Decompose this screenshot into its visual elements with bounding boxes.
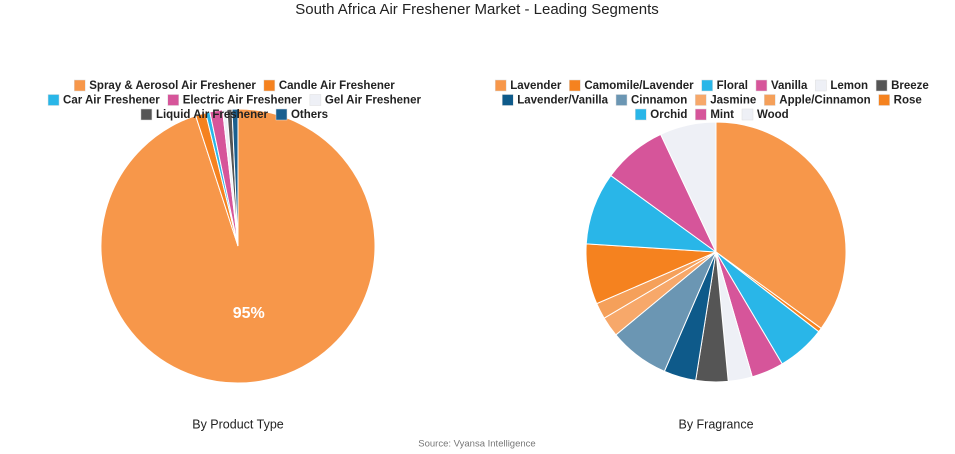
legend-label: Electric Air Freshener: [183, 95, 303, 107]
legend-item: Cinnamon: [615, 94, 687, 107]
legend-item: Rose: [878, 94, 922, 107]
legend-swatch: [764, 94, 776, 106]
legend-swatch: [263, 79, 276, 92]
source: Source: Vyansa Intelligence: [418, 439, 535, 450]
legend-swatch: [635, 108, 647, 121]
legend-item: Wood: [741, 108, 789, 121]
legend-swatch: [875, 79, 888, 92]
pie-slice: [659, 121, 717, 253]
legend-swatch: [615, 94, 628, 106]
legend-swatch: [494, 79, 507, 92]
legend-item: Orchid: [635, 108, 687, 121]
legend-label: Gel Air Freshener: [325, 95, 422, 107]
legend-item: Jasmine: [694, 94, 756, 107]
legend-label: Candle Air Freshener: [279, 80, 395, 92]
legend-label: Apple/Cinnamon: [779, 95, 870, 107]
legend-swatch: [878, 94, 890, 106]
legend-swatch: [695, 108, 707, 121]
legend-label: Lavender/Vanilla: [517, 95, 608, 107]
legend-swatch: [309, 94, 322, 106]
legend-swatch: [167, 94, 180, 106]
legend-label: Floral: [717, 80, 748, 92]
legend-item: Camomile/Lavender: [569, 79, 694, 92]
legend-swatch: [701, 79, 713, 92]
legend-item: Floral: [701, 79, 748, 92]
legend-item: Lemon: [815, 79, 868, 92]
legend-label: Rose: [894, 95, 922, 107]
legend-label: Camomile/Lavender: [584, 80, 694, 92]
legend-label: Others: [291, 109, 328, 121]
chart-title: South Africa Air Freshener Market - Lead…: [295, 1, 659, 18]
legend-label: Vanilla: [771, 80, 808, 92]
legend-item: Car Air Freshener: [47, 94, 160, 107]
legend-item: Mint: [695, 108, 734, 121]
legend-label: Orchid: [650, 109, 687, 121]
legend-swatch: [47, 94, 60, 106]
legend-label: Mint: [710, 109, 734, 121]
legend-swatch: [74, 79, 86, 92]
data-label: 95%: [233, 305, 265, 322]
legend-swatch: [140, 108, 153, 121]
legend-label: Lemon: [830, 80, 868, 92]
pie-slice: [715, 121, 847, 330]
legend-item: Spray & Aerosol Air Freshener: [74, 79, 256, 92]
legend-swatch: [275, 108, 288, 121]
legend-item: Breeze: [875, 79, 929, 92]
subtitle: By Fragrance: [678, 417, 753, 431]
legend-swatch: [755, 79, 768, 92]
legend-swatch: [815, 79, 827, 92]
legend-label: Wood: [757, 109, 789, 121]
legend-label: Lavender: [510, 80, 562, 92]
legend-item: Gel Air Freshener: [309, 94, 422, 107]
subtitle: By Product Type: [192, 417, 284, 431]
legend-label: Spray & Aerosol Air Freshener: [89, 80, 256, 92]
legend-item: Liquid Air Freshener: [140, 108, 269, 121]
legend-item: Apple/Cinnamon: [764, 94, 871, 107]
legend-swatch: [694, 94, 707, 106]
legend-label: Cinnamon: [631, 95, 687, 107]
legend-label: Car Air Freshener: [63, 95, 160, 107]
legend-item: Electric Air Freshener: [167, 94, 303, 107]
legend-item: Lavender: [494, 79, 562, 92]
legend-label: Jasmine: [710, 95, 756, 107]
legend-label: Liquid Air Freshener: [156, 109, 269, 121]
legend-item: Vanilla: [755, 79, 808, 92]
legend-swatch: [741, 108, 754, 121]
legend-item: Lavender/Vanilla: [501, 94, 609, 107]
pie-slice: [231, 108, 239, 247]
legend-swatch: [501, 94, 514, 106]
legend-item: Candle Air Freshener: [263, 79, 395, 92]
legend-item: Others: [275, 108, 328, 121]
legend-label: Breeze: [891, 80, 929, 92]
legend-swatch: [569, 79, 581, 92]
